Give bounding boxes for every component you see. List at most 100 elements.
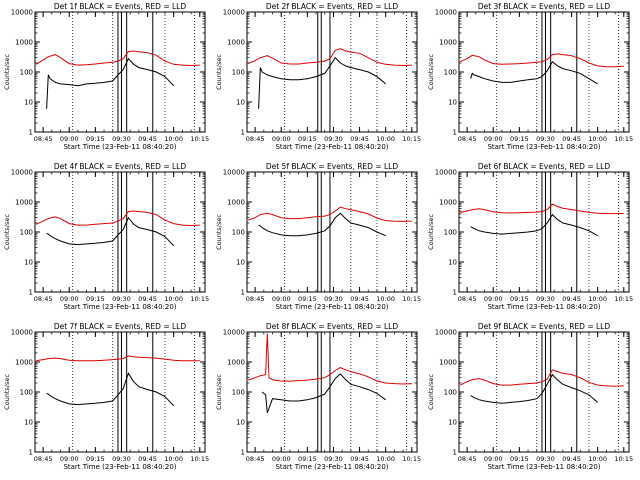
events-series-line [46, 57, 175, 109]
lld-series-line [248, 48, 412, 67]
x-axis-label: Start Time (23-Feb-11 08:40:20) [63, 303, 176, 311]
panel-title: Det 2f BLACK = Events, RED = LLD [266, 2, 399, 11]
x-axis-label: Start Time (23-Feb-11 08:40:20) [487, 463, 600, 471]
y-tick-label: 1000 [15, 199, 33, 207]
x-axis-label: Start Time (23-Feb-11 08:40:20) [487, 143, 600, 151]
x-tick-label: 10:15 [190, 135, 209, 143]
panel-title: Det 5f BLACK = Events, RED = LLD [266, 162, 399, 171]
x-tick-label: 09:45 [562, 295, 581, 303]
y-tick-label: 1000 [227, 199, 245, 207]
y-tick-label: 1 [241, 129, 245, 137]
x-axis-label: Start Time (23-Feb-11 08:40:20) [63, 143, 176, 151]
y-tick-label: 100 [444, 229, 457, 237]
y-tick-label: 1 [453, 449, 457, 457]
y-tick-label: 1000 [227, 359, 245, 367]
y-tick-label: 1 [241, 449, 245, 457]
y-tick-label: 10000 [223, 9, 245, 17]
events-series-line [470, 60, 598, 85]
y-axis-label: Counts/sec [427, 374, 435, 410]
y-tick-label: 1000 [439, 359, 457, 367]
y-tick-label: 10 [448, 99, 457, 107]
panel-2: 1 10 100 1000 10000 08:45 09:00 09:15 09:30 09:45… [215, 2, 421, 151]
panel-8: 1 10 100 1000 10000 08:45 09:00 09:15 09:30 09:45… [215, 322, 421, 471]
x-tick-label: 10:00 [588, 455, 607, 463]
events-series-line [470, 213, 598, 237]
y-tick-label: 1 [29, 129, 33, 137]
events-series-line [261, 373, 386, 414]
x-tick-label: 10:15 [614, 135, 633, 143]
x-tick-label: 10:15 [190, 455, 209, 463]
x-tick-label: 09:15 [298, 295, 317, 303]
lld-series-line [459, 369, 624, 387]
y-tick-label: 100 [444, 69, 457, 77]
y-tick-label: 10000 [435, 169, 457, 177]
x-tick-label: 09:15 [510, 295, 529, 303]
x-tick-label: 09:00 [484, 455, 503, 463]
x-tick-label: 09:00 [60, 455, 79, 463]
lld-series-line [35, 50, 200, 67]
lld-series-line [248, 333, 412, 385]
panel-5: 1 10 100 1000 10000 08:45 09:00 09:15 09:30 09:45… [215, 162, 421, 311]
y-axis-label: Counts/sec [427, 214, 435, 250]
x-tick-label: 09:15 [298, 135, 317, 143]
y-tick-label: 100 [20, 389, 33, 397]
y-axis-label: Counts/sec [215, 374, 223, 410]
x-tick-label: 09:30 [324, 295, 343, 303]
x-tick-label: 10:00 [164, 455, 183, 463]
x-tick-label: 09:00 [272, 295, 291, 303]
y-tick-label: 10000 [435, 9, 457, 17]
y-tick-label: 1000 [227, 39, 245, 47]
y-tick-label: 100 [444, 389, 457, 397]
x-tick-label: 09:45 [562, 135, 581, 143]
x-tick-label: 08:45 [246, 135, 265, 143]
lld-series-line [460, 203, 624, 215]
y-tick-label: 10 [448, 259, 457, 267]
y-tick-label: 100 [20, 229, 33, 237]
panel-4: 1 10 100 1000 10000 08:45 09:00 09:15 09:30 09:45… [3, 162, 209, 311]
y-axis-label: Counts/sec [3, 54, 11, 90]
events-series-line [470, 373, 599, 404]
x-tick-label: 10:15 [190, 295, 209, 303]
panel-6: 1 10 100 1000 10000 08:45 09:00 09:15 09:30 09:45… [427, 162, 633, 311]
x-tick-label: 08:45 [34, 455, 53, 463]
panel-title: Det 7f BLACK = Events, RED = LLD [54, 322, 187, 331]
events-series-line [46, 216, 175, 247]
y-axis-label: Counts/sec [215, 54, 223, 90]
y-tick-label: 100 [232, 69, 245, 77]
x-tick-label: 09:30 [536, 135, 555, 143]
lld-series-line [35, 210, 200, 227]
x-tick-label: 10:00 [588, 295, 607, 303]
x-tick-label: 10:15 [402, 295, 421, 303]
x-tick-label: 09:30 [324, 455, 343, 463]
y-tick-label: 100 [232, 389, 245, 397]
x-tick-label: 09:45 [350, 135, 369, 143]
x-tick-label: 09:15 [298, 455, 317, 463]
y-tick-label: 10000 [11, 169, 33, 177]
x-tick-label: 10:00 [588, 135, 607, 143]
y-tick-label: 1 [453, 289, 457, 297]
y-axis-label: Counts/sec [3, 374, 11, 410]
x-tick-label: 10:00 [164, 135, 183, 143]
x-axis-label: Start Time (23-Feb-11 08:40:20) [487, 303, 600, 311]
y-tick-label: 1000 [439, 39, 457, 47]
panel-title: Det 9f BLACK = Events, RED = LLD [478, 322, 611, 331]
x-tick-label: 09:15 [86, 135, 105, 143]
x-tick-label: 09:00 [484, 135, 503, 143]
y-tick-label: 10000 [223, 169, 245, 177]
y-tick-label: 1000 [15, 359, 33, 367]
x-axis-label: Start Time (23-Feb-11 08:40:20) [275, 143, 388, 151]
x-tick-label: 09:45 [138, 455, 157, 463]
x-tick-label: 10:00 [376, 455, 395, 463]
events-series-line [258, 212, 386, 237]
panel-1: 1 10 100 1000 10000 08:45 09:00 09:15 09:30 09:45… [3, 2, 209, 151]
events-series-line [258, 56, 387, 109]
x-tick-label: 09:15 [86, 295, 105, 303]
x-tick-label: 08:45 [246, 295, 265, 303]
x-axis-label: Start Time (23-Feb-11 08:40:20) [63, 463, 176, 471]
y-tick-label: 10000 [435, 329, 457, 337]
x-tick-label: 09:00 [60, 295, 79, 303]
x-tick-label: 09:30 [112, 295, 131, 303]
x-tick-label: 09:45 [350, 295, 369, 303]
x-tick-label: 09:30 [112, 455, 131, 463]
